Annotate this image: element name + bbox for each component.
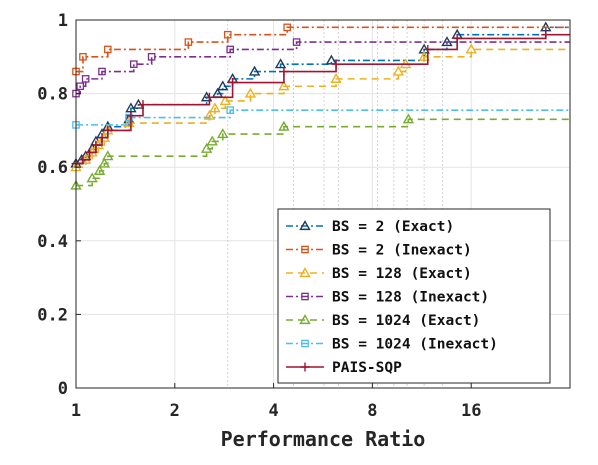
legend-label: BS = 128 (Inexact) <box>332 290 489 306</box>
triangle-marker <box>219 95 231 106</box>
square-marker <box>301 292 309 301</box>
triangle-marker <box>217 80 229 91</box>
x-tick-label: 16 <box>461 401 481 421</box>
legend-label: PAIS-SQP <box>332 360 402 376</box>
plus-marker <box>85 147 95 157</box>
square-marker <box>98 67 106 76</box>
plus-marker <box>331 59 341 69</box>
plus-marker <box>138 100 148 110</box>
square-marker <box>129 60 138 68</box>
legend-entry: BS = 128 (Inexact) <box>286 290 489 306</box>
triangle-marker <box>418 50 430 61</box>
legend-box <box>277 208 551 384</box>
square-marker <box>79 53 87 61</box>
series-line <box>76 118 570 187</box>
square-marker <box>226 45 234 54</box>
plus-marker <box>204 92 214 102</box>
square-marker <box>184 38 193 46</box>
legend-entry: BS = 128 (Exact) <box>286 266 472 282</box>
x-tick-label: 2 <box>170 401 180 421</box>
plus-marker <box>126 111 136 121</box>
legend-entry: BS = 1024 (Inexact) <box>286 337 498 353</box>
triangle-marker <box>209 102 221 113</box>
legend-label: BS = 1024 (Inexact) <box>332 337 498 353</box>
triangle-marker <box>217 128 229 139</box>
plus-marker <box>541 30 551 40</box>
square-marker <box>125 113 133 122</box>
triangle-marker <box>278 120 290 131</box>
series-3 <box>72 38 570 98</box>
triangle-marker <box>299 220 311 231</box>
legend-entry: PAIS-SQP <box>286 360 402 376</box>
triangle-marker <box>299 314 311 325</box>
triangle-marker <box>274 58 287 69</box>
square-marker <box>76 82 85 91</box>
square-marker <box>147 53 156 61</box>
series-4 <box>70 113 570 190</box>
square-marker <box>292 38 301 46</box>
plus-marker <box>78 155 88 165</box>
legend-label: BS = 1024 (Exact) <box>332 313 480 329</box>
series-layer <box>70 21 570 190</box>
square-marker <box>81 75 90 83</box>
y-tick-label: 0 <box>58 379 68 399</box>
series-6 <box>71 30 570 169</box>
plus-marker <box>228 78 238 88</box>
x-axis-title: Performance Ratio <box>221 427 426 451</box>
x-tick-label: 4 <box>268 401 278 421</box>
legend-entry: BS = 2 (Exact) <box>286 219 454 235</box>
triangle-marker <box>203 109 216 120</box>
legend-entry: BS = 2 (Inexact) <box>286 243 472 259</box>
x-tick-label: 8 <box>367 401 377 421</box>
square-marker <box>223 30 232 39</box>
tick-labels: 0 0.2 0.4 0.6 0.8 1 1 2 4 8 16 <box>37 11 481 421</box>
legend-label: BS = 128 (Exact) <box>332 266 472 282</box>
square-marker <box>226 106 234 114</box>
triangle-marker <box>465 43 477 54</box>
plus-marker <box>279 67 289 77</box>
x-tick-label: 1 <box>71 401 81 421</box>
y-tick-label: 0.4 <box>37 232 68 252</box>
plus-marker <box>97 133 107 143</box>
legend-label: BS = 2 (Exact) <box>332 219 454 235</box>
series-line <box>76 41 570 95</box>
plus-marker <box>423 44 433 54</box>
triangle-marker <box>325 54 338 65</box>
plus-marker <box>103 125 113 135</box>
square-marker <box>104 45 112 54</box>
triangle-marker <box>278 80 290 91</box>
series-line <box>76 33 570 165</box>
triangle-marker <box>330 72 342 83</box>
triangle-marker <box>392 65 405 76</box>
series-line <box>76 109 570 126</box>
square-marker <box>301 339 309 348</box>
square-marker <box>283 23 291 32</box>
legend-entry: BS = 1024 (Exact) <box>286 313 480 329</box>
triangle-marker <box>244 87 257 98</box>
triangle-marker <box>102 150 114 161</box>
legend: BS = 2 (Exact) BS = 2 (Inexact) BS = 128 (… <box>277 208 551 384</box>
y-tick-label: 1 <box>58 11 68 31</box>
y-tick-label: 0.8 <box>37 85 68 105</box>
triangle-marker <box>206 135 218 146</box>
plot-frame <box>75 19 571 389</box>
triangle-marker <box>299 267 311 278</box>
y-tick-label: 0.6 <box>37 158 68 178</box>
plus-marker <box>452 33 462 43</box>
legend-label: BS = 2 (Inexact) <box>332 243 472 259</box>
triangle-marker <box>93 164 106 175</box>
y-tick-label: 0.2 <box>37 305 68 325</box>
triangle-marker <box>86 172 98 183</box>
triangle-marker <box>98 157 111 168</box>
triangle-marker <box>402 113 415 124</box>
plus-marker <box>91 140 101 150</box>
triangle-marker <box>200 142 213 153</box>
square-marker <box>301 245 309 254</box>
plus-marker <box>300 362 310 372</box>
triangle-marker <box>248 65 261 76</box>
series-1 <box>72 23 570 76</box>
